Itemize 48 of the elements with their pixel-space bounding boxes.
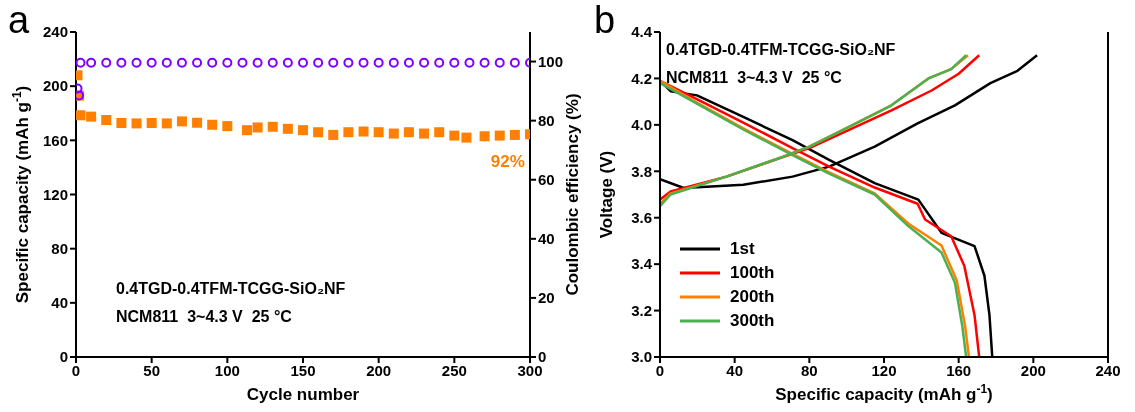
annotation: 92% (490, 151, 525, 171)
y-tick-label: 200 (42, 77, 68, 95)
x-tick-label: 0 (71, 361, 81, 379)
chart-title: a (8, 0, 30, 42)
x-tick-label: 80 (800, 361, 818, 379)
y-tick-label: 3.6 (631, 209, 652, 227)
chart-title: b (594, 0, 616, 42)
y-tick-label: 4.0 (631, 116, 652, 134)
x-tick-label: 50 (143, 361, 161, 379)
y2-tick-label: 20 (538, 289, 555, 307)
x-axis-title: Specific capacity (mAh g$^{-1}$) (775, 382, 993, 404)
x-tick-label: 120 (871, 361, 897, 379)
y-tick-label: 160 (42, 131, 68, 149)
y-tick-label: 3.8 (631, 162, 652, 180)
y-tick-label: 3.4 (631, 255, 653, 273)
y-axis-title: Voltage (V) (597, 150, 616, 239)
y2-tick-label: 100 (538, 52, 564, 70)
y-tick-label: 80 (51, 239, 68, 257)
x-tick-label: 200 (366, 361, 392, 379)
y2-tick-label: 60 (538, 171, 555, 189)
y-tick-label: 120 (42, 185, 68, 203)
y2-axis-title: Coulombic efficiency (%) (563, 93, 582, 296)
x-tick-label: 160 (946, 361, 972, 379)
y2-tick-label: 40 (538, 230, 555, 248)
y-tick-label: 40 (51, 294, 68, 312)
x-tick-label: 0 (655, 361, 665, 379)
y2-tick-label: 80 (538, 111, 555, 129)
annotation: NCM811 3~4.3 V 25 °C (666, 68, 843, 88)
annotation: NCM811 3~4.3 V 25 °C (116, 307, 293, 327)
x-tick-label: 150 (290, 361, 316, 379)
y-tick-label: 4.2 (631, 69, 652, 87)
annotation: 0.4TGD-0.4TFM-TCGG-SiO₂NF (666, 40, 896, 60)
legend-label: 300th (730, 311, 775, 331)
x-tick-label: 240 (1095, 361, 1121, 379)
y-tick-label: 4.4 (631, 23, 653, 41)
x-axis-title: Cycle number (246, 385, 360, 404)
legend-label: 100th (730, 263, 775, 283)
x-tick-label: 200 (1020, 361, 1046, 379)
y-tick-label: 3.2 (631, 301, 652, 319)
y-tick-label: 3.0 (631, 348, 652, 366)
legend-label: 1st (730, 239, 755, 259)
annotation: 0.4TGD-0.4TFM-TCGG-SiO₂NF (116, 279, 346, 299)
y-tick-label: 0 (59, 348, 68, 366)
x-tick-label: 250 (441, 361, 467, 379)
y-tick-label: 240 (42, 23, 68, 41)
x-tick-label: 40 (726, 361, 744, 379)
x-tick-label: 100 (214, 361, 240, 379)
legend-label: 200th (730, 287, 775, 307)
